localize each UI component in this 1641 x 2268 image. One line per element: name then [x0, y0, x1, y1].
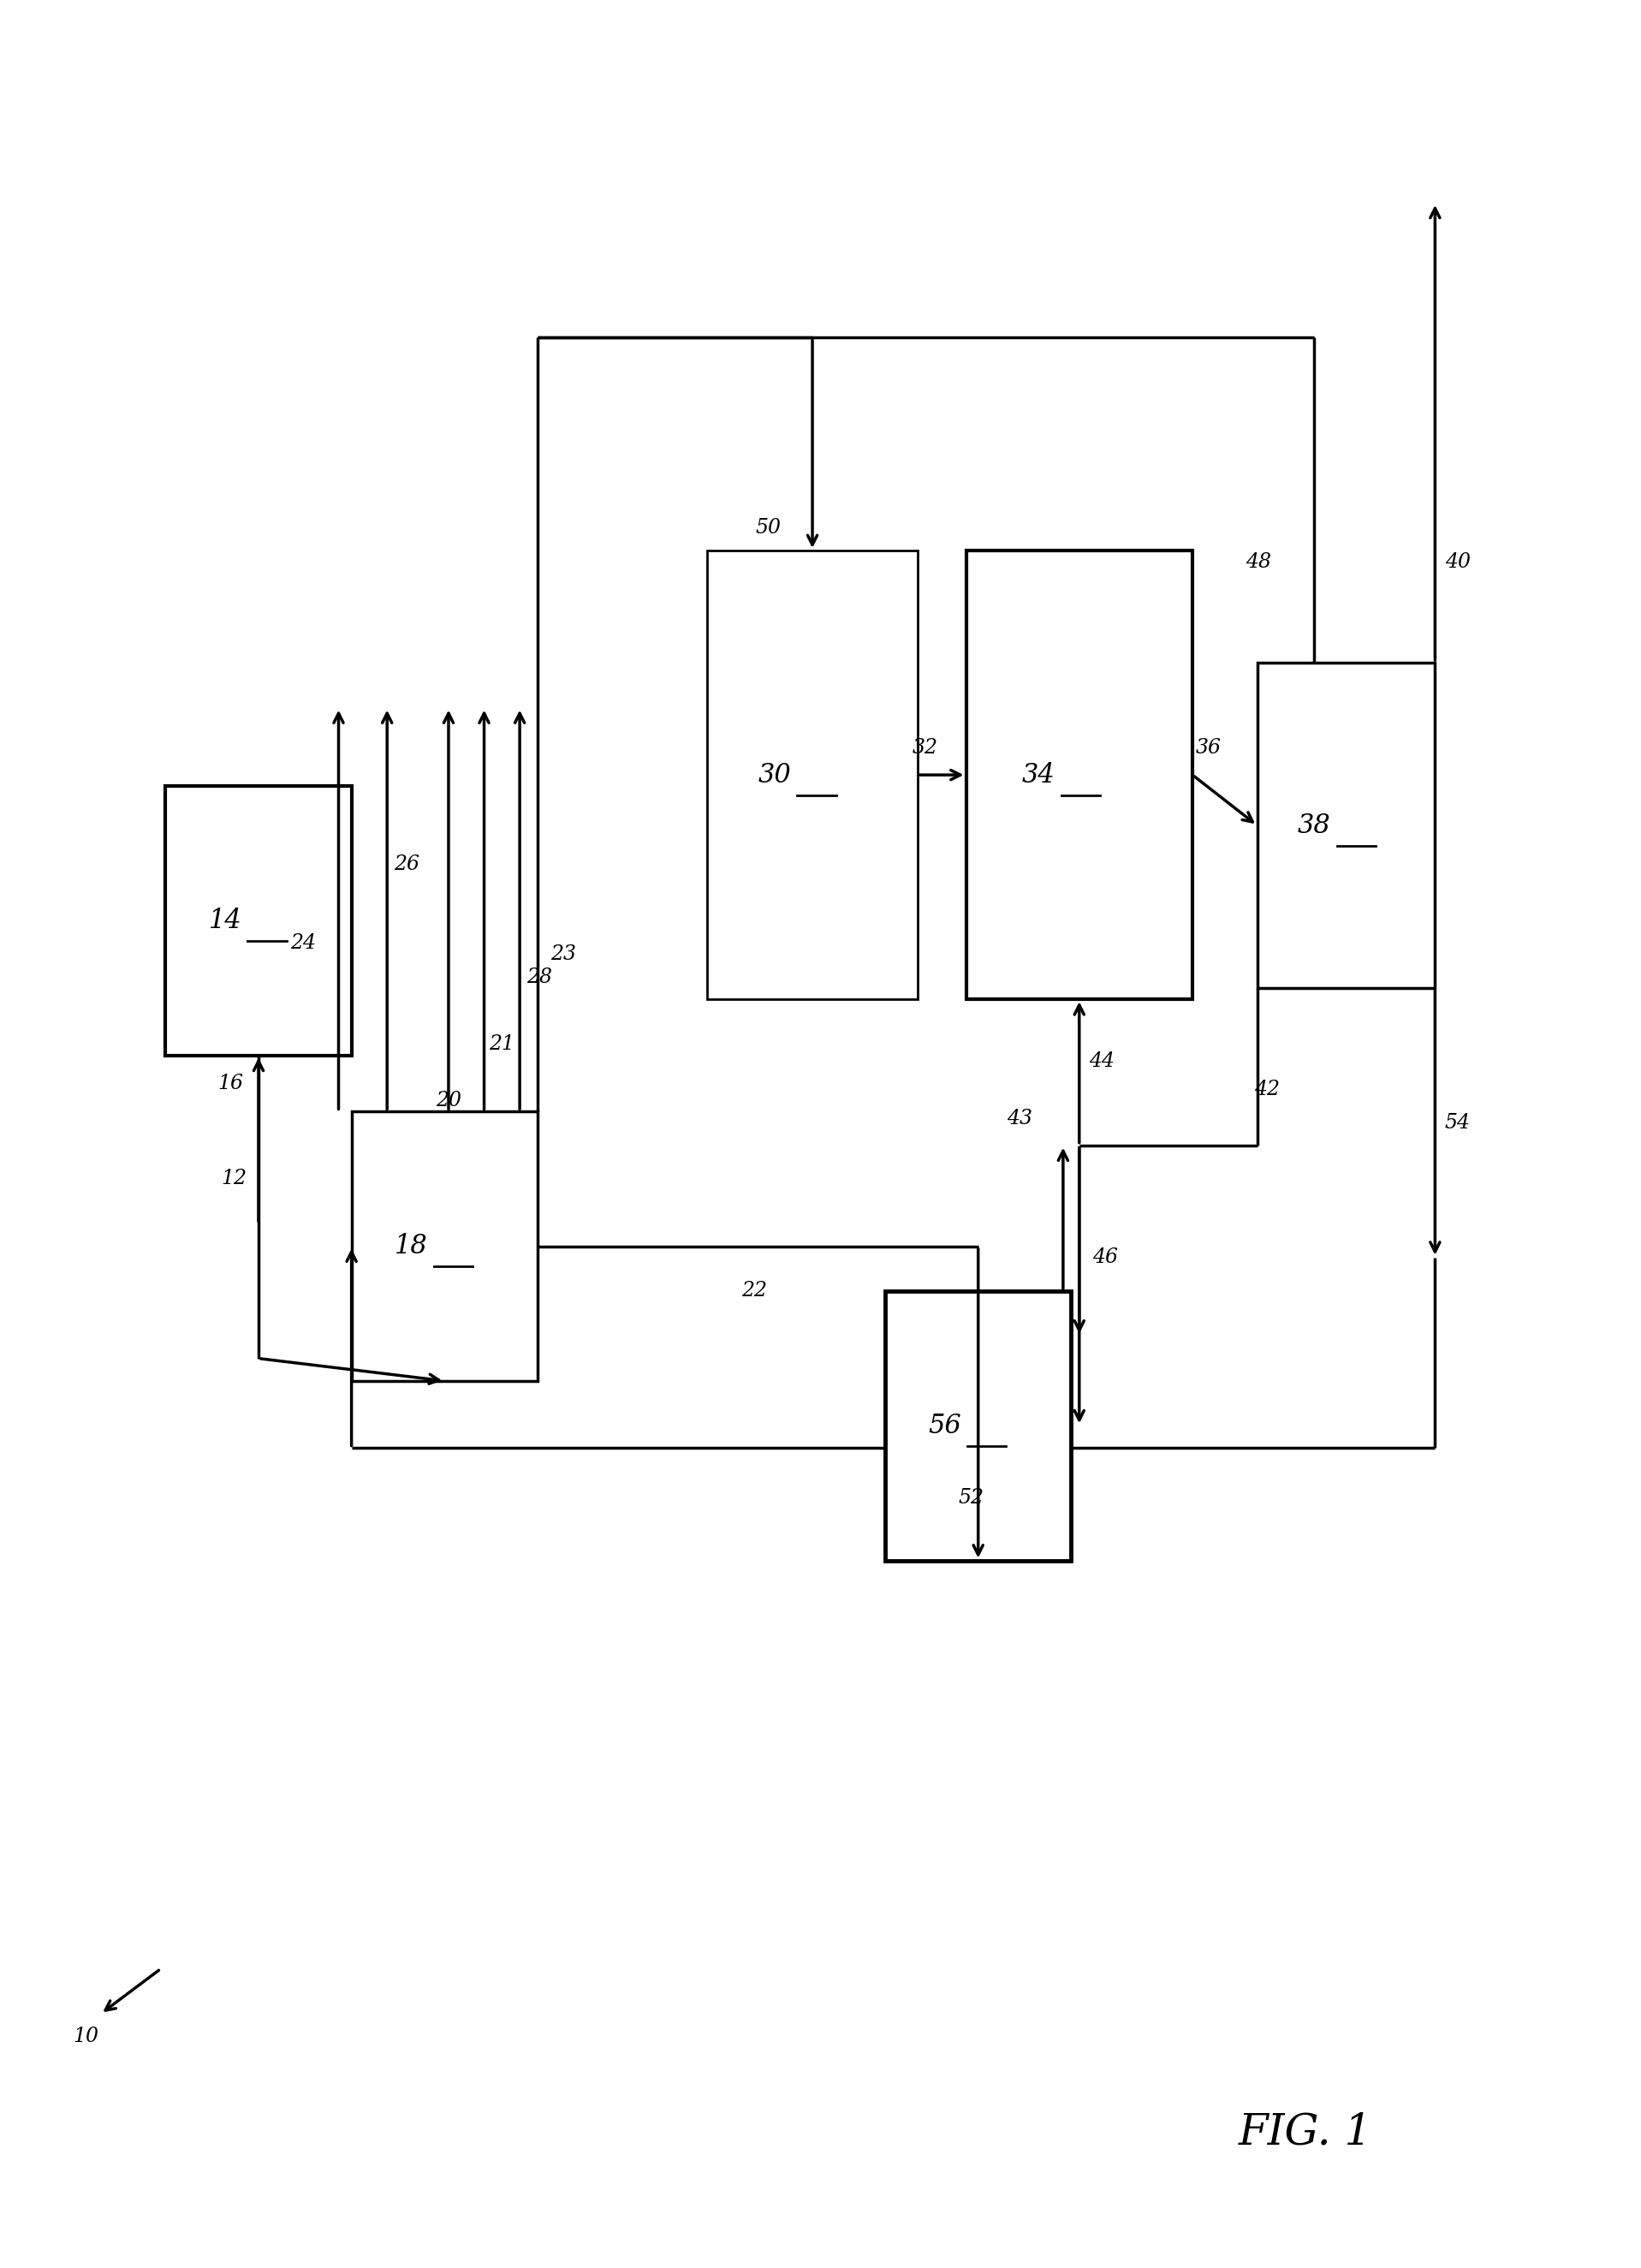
- Text: 10: 10: [74, 2025, 98, 2046]
- Bar: [967, 551, 1193, 1000]
- Bar: [707, 551, 917, 1000]
- Text: 36: 36: [1196, 737, 1221, 758]
- Text: 24: 24: [290, 934, 315, 953]
- Text: 54: 54: [1444, 1114, 1470, 1132]
- Text: 26: 26: [394, 855, 418, 875]
- Text: 56: 56: [929, 1413, 962, 1438]
- Text: 46: 46: [1093, 1247, 1118, 1268]
- Text: 32: 32: [912, 737, 939, 758]
- Text: 14: 14: [208, 907, 241, 934]
- Bar: [351, 1111, 538, 1381]
- Text: 52: 52: [958, 1488, 983, 1508]
- Text: 44: 44: [1090, 1050, 1114, 1070]
- Text: 48: 48: [1246, 551, 1272, 572]
- Text: 43: 43: [1006, 1109, 1032, 1127]
- Text: FIG. 1: FIG. 1: [1239, 2112, 1372, 2155]
- Text: 12: 12: [222, 1168, 248, 1188]
- Text: 50: 50: [757, 517, 781, 538]
- Text: 22: 22: [742, 1281, 768, 1302]
- Text: 40: 40: [1444, 551, 1470, 572]
- Text: 16: 16: [218, 1073, 245, 1093]
- Text: 28: 28: [527, 966, 551, 987]
- Bar: [884, 1290, 1072, 1560]
- Text: 30: 30: [758, 762, 791, 789]
- Text: 21: 21: [489, 1034, 515, 1055]
- Bar: [1257, 662, 1434, 989]
- Text: 38: 38: [1298, 812, 1331, 839]
- Bar: [166, 787, 351, 1055]
- Text: 20: 20: [435, 1091, 461, 1109]
- Text: 23: 23: [550, 943, 576, 964]
- Text: 34: 34: [1022, 762, 1055, 789]
- Text: 18: 18: [394, 1234, 428, 1259]
- Text: 42: 42: [1254, 1080, 1280, 1100]
